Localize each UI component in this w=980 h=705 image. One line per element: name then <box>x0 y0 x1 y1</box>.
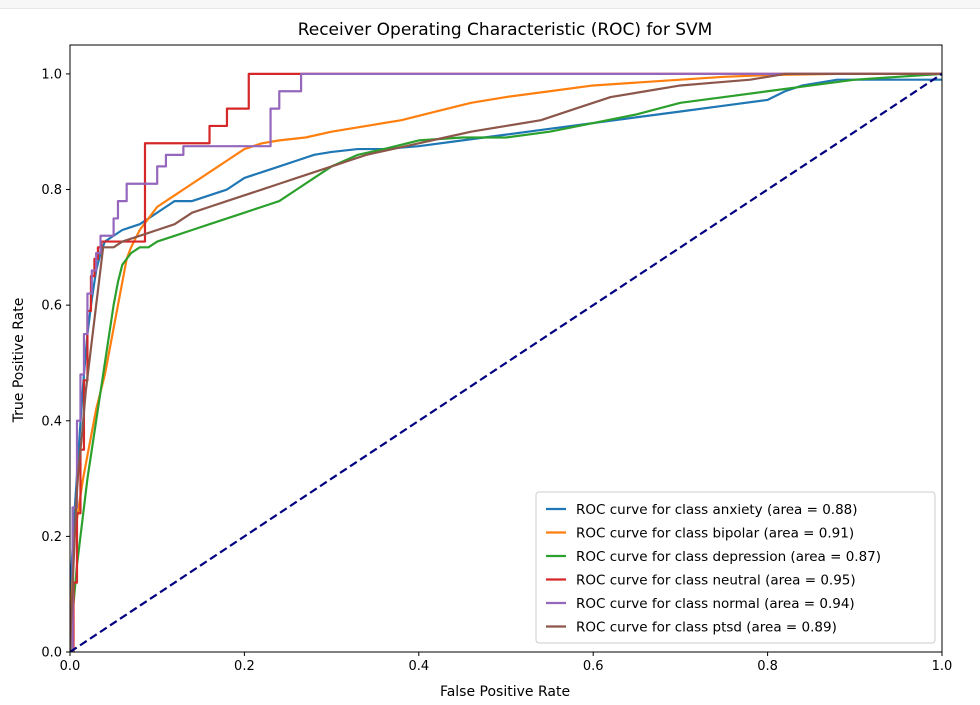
roc-series-line-5 <box>70 72 942 652</box>
y-tick-label: 0.8 <box>41 183 62 198</box>
x-axis-label: False Positive Rate <box>440 684 570 700</box>
y-tick-label: 0.2 <box>41 530 62 545</box>
y-axis-label: True Positive Rate <box>11 298 27 424</box>
legend-label: ROC curve for class ptsd (area = 0.89) <box>576 620 837 636</box>
y-tick-label: 0.0 <box>41 646 62 661</box>
legend-label: ROC curve for class bipolar (area = 0.91… <box>576 526 854 542</box>
x-tick-label: 0.8 <box>757 659 778 674</box>
y-tick-label: 0.4 <box>41 414 62 429</box>
legend: ROC curve for class anxiety (area = 0.88… <box>535 491 936 644</box>
series-group <box>70 72 942 652</box>
y-tick-label: 0.6 <box>41 299 62 314</box>
x-tick-label: 0.2 <box>234 659 255 674</box>
y-tick-label: 1.0 <box>41 67 62 82</box>
legend-box <box>535 491 936 644</box>
y-axis-ticks: 0.0 0.2 0.4 0.6 0.8 1.0 <box>41 67 70 661</box>
plot-area <box>69 44 943 653</box>
x-tick-label: 1.0 <box>932 659 953 674</box>
legend-label: ROC curve for class neutral (area = 0.95… <box>576 573 856 589</box>
chance-diagonal-line <box>70 72 942 652</box>
x-tick-label: 0.6 <box>583 659 604 674</box>
x-tick-label: 0.0 <box>60 659 81 674</box>
legend-label: ROC curve for class depression (area = 0… <box>576 549 881 565</box>
window-top-strip <box>0 0 980 9</box>
chart-title: Receiver Operating Characteristic (ROC) … <box>298 20 713 40</box>
plot-frame <box>69 44 943 653</box>
x-axis-ticks: 0.0 0.2 0.4 0.6 0.8 1.0 <box>60 652 953 674</box>
roc-series-line-3 <box>70 72 942 652</box>
roc-series-line-1 <box>70 72 942 652</box>
roc-series-line-4 <box>70 72 942 652</box>
x-tick-label: 0.4 <box>408 659 429 674</box>
legend-label: ROC curve for class anxiety (area = 0.88… <box>576 502 858 518</box>
roc-series-line-2 <box>70 72 942 652</box>
legend-label: ROC curve for class normal (area = 0.94) <box>576 596 855 612</box>
